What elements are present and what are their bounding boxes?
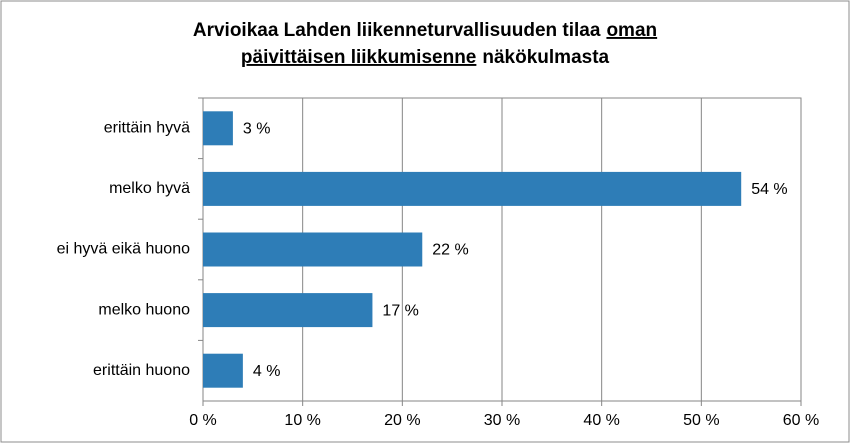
- x-tick-label: 30 %: [484, 412, 520, 429]
- x-tick-label: 40 %: [583, 412, 619, 429]
- title-part: päivittäisen liikkumisenne: [241, 47, 476, 68]
- bar: [203, 111, 233, 146]
- x-tick-label: 0 %: [189, 412, 217, 429]
- y-tick-label: erittäin huono: [93, 362, 190, 379]
- bar: [203, 171, 742, 206]
- bar: [203, 353, 243, 388]
- title-part: oman: [606, 20, 657, 41]
- y-tick-label: melko huono: [98, 301, 190, 318]
- data-label: 4 %: [253, 363, 281, 380]
- data-label: 54 %: [751, 181, 787, 198]
- y-tick-label: erittäin hyvä: [104, 120, 190, 137]
- data-label: 3 %: [243, 121, 271, 138]
- x-tick-label: 10 %: [284, 412, 320, 429]
- x-tick-label: 50 %: [683, 412, 719, 429]
- y-tick-label: melko hyvä: [109, 180, 190, 197]
- title-part: Arvioikaa Lahden liikenneturvallisuuden …: [193, 20, 601, 41]
- x-tick-label: 60 %: [783, 412, 819, 429]
- x-tick-label: 20 %: [384, 412, 420, 429]
- y-tick-label: ei hyvä eikä huono: [57, 241, 191, 258]
- data-label: 17 %: [382, 302, 418, 319]
- title-part: näkökulmasta: [482, 47, 609, 68]
- bar: [203, 293, 373, 328]
- chart-title: päivittäisen liikkumisenne näkökulmasta: [241, 47, 610, 68]
- bar: [203, 232, 423, 267]
- chart-title: Arvioikaa Lahden liikenneturvallisuuden …: [193, 20, 657, 41]
- data-label: 22 %: [432, 242, 468, 259]
